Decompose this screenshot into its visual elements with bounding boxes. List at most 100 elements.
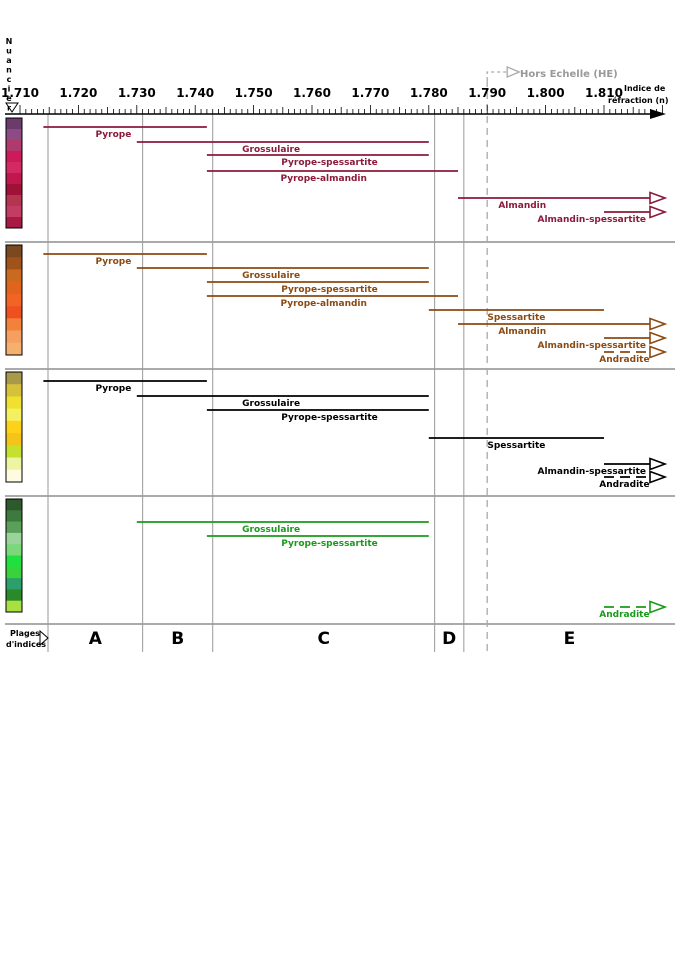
nuancier-letter: c (7, 75, 12, 84)
x-axis-arrow-icon (650, 109, 666, 119)
swatch-frame (5, 244, 23, 356)
zones-title-line1: Plages (10, 629, 40, 638)
x-tick-label: 1.800 (527, 86, 565, 100)
zone-label: A (89, 629, 103, 649)
color-swatch (6, 510, 22, 522)
series-arrow-icon (649, 345, 668, 359)
series-label: Almandin-spessartite (537, 215, 646, 225)
x-tick-label: 1.770 (351, 86, 389, 100)
x-axis-title-line1: Indice de (624, 84, 666, 93)
color-swatch (6, 257, 22, 270)
color-swatch (6, 420, 22, 434)
nuancier-letter: a (6, 56, 11, 65)
color-swatch (6, 566, 22, 579)
color-swatch (6, 457, 22, 471)
color-swatch (6, 206, 22, 218)
series-label: Grossulaire (242, 525, 300, 535)
zone-row: A B C D E (39, 629, 575, 649)
series-arrow-icon (649, 331, 668, 345)
color-swatch (6, 129, 22, 141)
series-bars: Pyrope Grossulaire Pyrope-spessartite Pyrop… (43, 126, 668, 620)
series-arrow-icon (649, 600, 668, 614)
series-label: Pyrope-spessartite (281, 285, 377, 295)
color-swatch (6, 140, 22, 152)
series-label: Grossulaire (242, 145, 300, 155)
zones-title-line2: d'indices (6, 640, 46, 649)
series-label: Spessartite (487, 313, 545, 323)
zones-arrow-icon (39, 629, 49, 647)
nuancier-letter: i (8, 85, 11, 94)
series-arrow-icon (649, 457, 668, 471)
series-label: Pyrope-spessartite (281, 413, 377, 423)
color-swatch (6, 293, 22, 307)
color-swatch (6, 396, 22, 409)
series-label: Pyrope (96, 384, 132, 394)
color-swatch (6, 600, 22, 613)
nuancier-arrow-icon (5, 102, 19, 113)
zone-label: C (317, 629, 329, 649)
series-label: Almandin-spessartite (537, 341, 646, 351)
zone-label: D (442, 629, 456, 649)
out-of-scale-arrow-icon (506, 66, 521, 78)
color-swatch (6, 151, 22, 163)
x-tick-label: 1.740 (176, 86, 214, 100)
color-swatch (6, 217, 22, 229)
x-tick-label: 1.760 (293, 86, 331, 100)
color-swatch (6, 578, 22, 590)
swatch-frame (5, 498, 23, 613)
series-label: Andradite (599, 610, 649, 620)
color-swatch (6, 499, 22, 511)
x-tick-label: 1.810 (585, 86, 623, 100)
series-label: Pyrope-spessartite (281, 539, 377, 549)
x-tick-label: 1.750 (235, 86, 273, 100)
nuancier-letter: e (6, 94, 12, 103)
color-swatch (6, 173, 22, 185)
series-label: Grossulaire (242, 399, 300, 409)
series-arrow-icon (649, 317, 668, 331)
color-swatch (6, 469, 22, 483)
zone-label: B (171, 629, 184, 649)
series-label: Pyrope-almandin (280, 174, 366, 184)
x-tick-label: 1.720 (59, 86, 97, 100)
color-swatch (6, 384, 22, 397)
color-swatch (6, 195, 22, 207)
color-swatch (6, 342, 22, 356)
color-swatch (6, 330, 22, 344)
color-swatch (6, 318, 22, 331)
series-label: Andradite (599, 355, 649, 365)
series-label: Pyrope (96, 257, 132, 267)
color-swatch (6, 589, 22, 601)
series-arrow-icon (649, 191, 668, 205)
x-axis: 1.710 1.720 1.730 1.740 1.750 1.760 1.770 1.780… (1, 86, 666, 119)
swatch-frame (5, 371, 23, 483)
series-arrow-icon (649, 470, 668, 484)
nuancier-letter: n (6, 66, 12, 75)
color-swatch (6, 245, 22, 258)
x-axis-title-line2: réfraction (n) (608, 95, 669, 105)
series-label: Almandin-spessartite (537, 467, 646, 477)
color-swatch (6, 521, 22, 534)
color-swatch (6, 408, 22, 422)
x-tick-label: 1.780 (410, 86, 448, 100)
color-swatch (6, 184, 22, 196)
series-label: Pyrope-almandin (280, 299, 366, 309)
x-tick-label: 1.730 (118, 86, 156, 100)
nuancier-letter: N (6, 37, 13, 46)
series-label: Almandin (498, 327, 546, 337)
series-label: Almandin (498, 201, 546, 211)
color-swatch (6, 306, 22, 319)
color-swatch (6, 118, 22, 130)
color-swatches (5, 117, 23, 613)
x-tick-label: 1.790 (468, 86, 506, 100)
color-swatch (6, 544, 22, 556)
out-of-scale-pointer (486, 71, 508, 80)
color-swatch (6, 281, 22, 295)
color-swatch (6, 162, 22, 174)
nuancier-letter: u (6, 47, 12, 56)
color-swatch (6, 555, 22, 568)
series-label: Andradite (599, 480, 649, 490)
out-of-scale-label: Hors Echelle (HE) (520, 69, 618, 80)
series-arrow-icon (649, 205, 668, 219)
